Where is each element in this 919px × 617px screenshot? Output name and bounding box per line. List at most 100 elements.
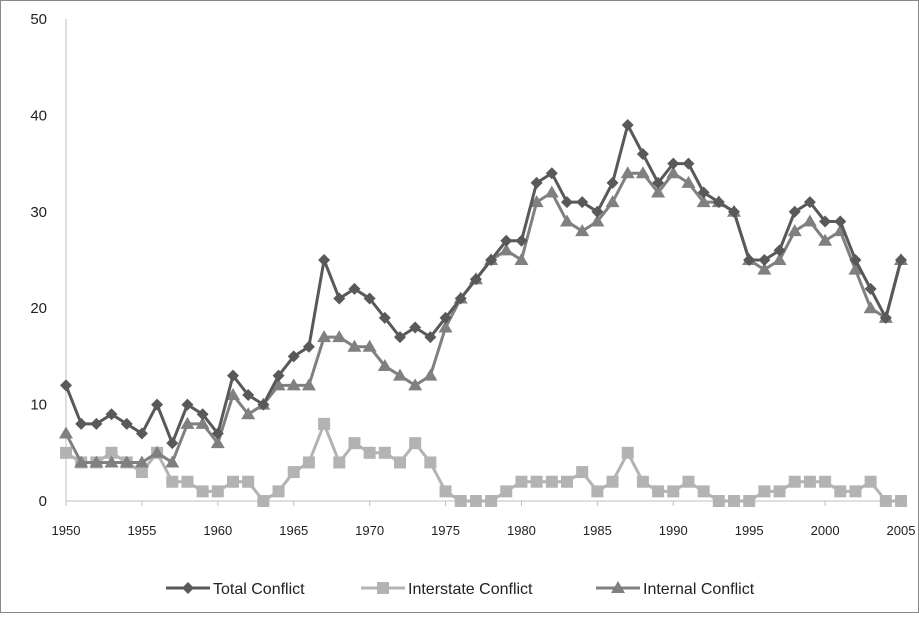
interstate-conflict-point bbox=[378, 446, 391, 459]
x-tick-label: 1970 bbox=[355, 523, 384, 538]
interstate-conflict-point bbox=[697, 485, 710, 498]
total-conflict-point bbox=[257, 398, 270, 411]
interstate-conflict-point bbox=[545, 475, 558, 488]
internal-conflict-point bbox=[696, 195, 711, 208]
total-conflict-point bbox=[105, 408, 118, 421]
internal-conflict-point bbox=[666, 166, 681, 179]
interstate-conflict-point bbox=[652, 485, 665, 498]
total-conflict-point bbox=[287, 350, 300, 363]
total-conflict-point bbox=[211, 427, 224, 440]
internal-conflict-point bbox=[241, 407, 256, 420]
interstate-conflict-point bbox=[105, 446, 118, 459]
total-conflict-line bbox=[64, 123, 903, 445]
interstate-conflict-point bbox=[211, 485, 224, 498]
total-conflict-point bbox=[469, 273, 482, 286]
interstate-conflict-point bbox=[242, 475, 255, 488]
total-conflict-point bbox=[591, 205, 604, 218]
internal-conflict-point bbox=[802, 214, 817, 227]
total-conflict-point bbox=[712, 196, 725, 209]
total-conflict-point bbox=[788, 205, 801, 218]
internal-conflict-series bbox=[59, 166, 908, 468]
interstate-conflict-point bbox=[500, 485, 513, 498]
total-conflict-point bbox=[621, 119, 634, 132]
interstate-conflict-point bbox=[743, 495, 756, 507]
interstate-conflict-point bbox=[895, 495, 907, 507]
total-conflict-point bbox=[500, 234, 513, 247]
legend-label: Total Conflict bbox=[213, 581, 305, 598]
internal-conflict-point bbox=[210, 436, 225, 449]
interstate-conflict-point bbox=[864, 475, 877, 488]
internal-conflict-point bbox=[499, 243, 514, 256]
internal-conflict-point bbox=[772, 253, 787, 265]
x-tick-label: 1950 bbox=[52, 523, 81, 538]
interstate-conflict-point bbox=[60, 446, 72, 459]
x-axis-ticks: 1950 1955 1960 1965 1970 1975 1980 1985 1990 1995… bbox=[52, 501, 915, 538]
internal-conflict-point bbox=[560, 214, 574, 227]
total-conflict-point bbox=[895, 254, 907, 266]
interstate-conflict-point bbox=[788, 475, 801, 488]
total-conflict-point bbox=[834, 215, 847, 228]
internal-conflict-point bbox=[393, 368, 407, 381]
internal-conflict-point bbox=[347, 339, 362, 352]
internal-conflict-point bbox=[74, 455, 89, 468]
internal-conflict-point bbox=[863, 301, 878, 314]
total-conflict-point bbox=[773, 244, 786, 257]
total-conflict-point bbox=[75, 417, 88, 430]
interstate-conflict-point bbox=[363, 446, 376, 459]
total-conflict-point bbox=[515, 234, 528, 247]
x-tick-label: 1955 bbox=[127, 523, 156, 538]
x-tick-label: 1985 bbox=[583, 523, 612, 538]
internal-conflict-point bbox=[818, 233, 833, 246]
interstate-conflict-point bbox=[576, 466, 589, 479]
x-tick-label: 1965 bbox=[279, 523, 308, 538]
interstate-conflict-point bbox=[758, 485, 771, 498]
interstate-conflict-point bbox=[287, 466, 300, 479]
legend-label: Interstate Conflict bbox=[408, 581, 533, 598]
internal-conflict-point bbox=[89, 455, 104, 468]
interstate-conflict-point bbox=[606, 475, 619, 488]
interstate-conflict-point bbox=[181, 475, 194, 488]
legend-item-total-conflict: Total Conflict bbox=[166, 581, 305, 598]
x-tick-label: 1975 bbox=[431, 523, 460, 538]
internal-conflict-point bbox=[651, 185, 666, 198]
x-tick-label: 1990 bbox=[659, 523, 688, 538]
internal-conflict-point bbox=[317, 330, 332, 343]
total-conflict-point bbox=[697, 186, 710, 199]
internal-conflict-point bbox=[104, 455, 119, 468]
y-tick-label: 30 bbox=[30, 204, 47, 221]
total-conflict-point bbox=[879, 311, 892, 324]
interstate-conflict-point bbox=[318, 417, 331, 430]
total-conflict-point bbox=[302, 340, 315, 353]
internal-conflict-point bbox=[757, 262, 772, 275]
internal-conflict-point bbox=[362, 339, 377, 352]
interstate-conflict-point bbox=[636, 475, 649, 488]
internal-conflict-point bbox=[165, 455, 180, 468]
total-conflict-point bbox=[454, 292, 467, 305]
internal-conflict-point bbox=[271, 378, 286, 391]
total-conflict-point bbox=[636, 147, 649, 160]
interstate-conflict-point bbox=[439, 485, 452, 498]
y-tick-label: 40 bbox=[30, 107, 47, 124]
total-conflict-point bbox=[272, 369, 285, 382]
interstate-conflict-point bbox=[135, 466, 148, 479]
internal-conflict-point bbox=[590, 214, 605, 227]
interstate-conflict-point bbox=[515, 475, 528, 488]
interstate-conflict-point bbox=[773, 485, 786, 498]
total-conflict-point bbox=[60, 379, 72, 392]
interstate-conflict-point bbox=[272, 485, 285, 498]
total-conflict-point bbox=[135, 427, 148, 440]
internal-conflict-point bbox=[226, 387, 240, 400]
total-conflict-point bbox=[151, 398, 164, 411]
internal-conflict-point bbox=[423, 368, 438, 381]
interstate-conflict-point bbox=[196, 485, 209, 498]
total-conflict-point bbox=[758, 254, 771, 266]
legend-marker-internal-conflict bbox=[611, 581, 625, 593]
total-conflict-point bbox=[682, 157, 695, 170]
total-conflict-point bbox=[606, 176, 619, 189]
total-conflict-point bbox=[530, 176, 543, 189]
interstate-conflict-point bbox=[728, 495, 740, 507]
interstate-conflict-point bbox=[561, 475, 573, 488]
x-tick-label: 1980 bbox=[507, 523, 536, 538]
total-conflict-point bbox=[363, 292, 376, 305]
